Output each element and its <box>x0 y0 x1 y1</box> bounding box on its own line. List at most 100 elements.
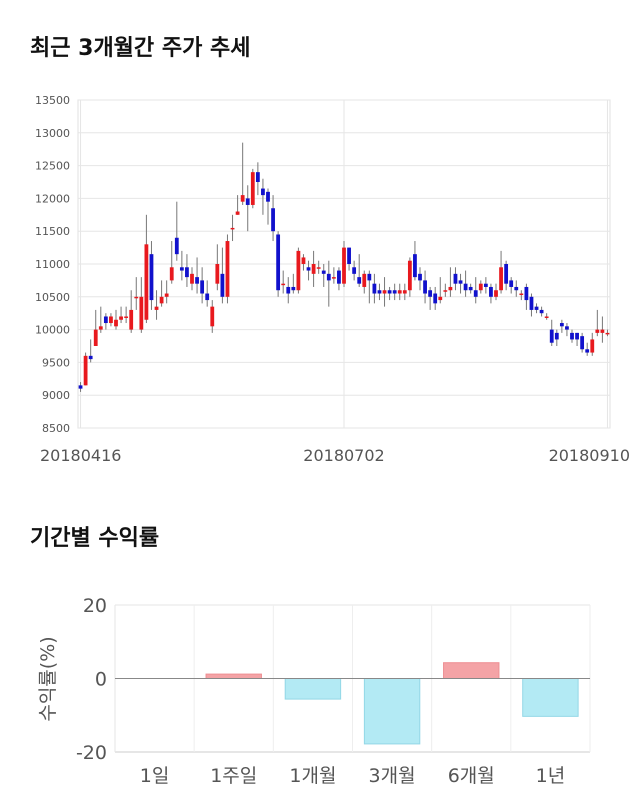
candle-body <box>423 280 427 294</box>
candle-body <box>190 273 194 284</box>
candle-body <box>114 319 118 327</box>
candle-body <box>159 296 164 304</box>
candle-body <box>468 286 473 291</box>
candle-body <box>164 293 169 297</box>
y-tick-label: 12000 <box>35 192 70 205</box>
y-tick-label: 11500 <box>35 225 70 238</box>
candle-body <box>276 234 281 291</box>
candle-body <box>382 290 387 294</box>
y-tick-label: 0 <box>95 669 107 691</box>
candle-body <box>109 316 113 324</box>
candle-body <box>337 270 341 284</box>
y-tick-label: 12500 <box>35 160 70 173</box>
candle-body <box>570 332 574 340</box>
candle-body <box>220 273 225 297</box>
candle-body <box>433 293 438 304</box>
candle-body <box>205 293 210 301</box>
y-tick-label: -20 <box>76 742 107 764</box>
candle-body <box>377 290 382 294</box>
candle-body <box>200 280 205 294</box>
candle-body <box>514 286 519 291</box>
candle-body <box>438 296 443 301</box>
candle-body <box>529 296 534 310</box>
candlestick-chart: 8500 9000 9500 10000 10500 11000 11500 12000 125… <box>35 94 630 465</box>
candle-body <box>524 286 529 301</box>
candle-body <box>98 326 103 330</box>
y-tick-label: 11000 <box>35 258 70 271</box>
candle-body <box>575 332 579 340</box>
candle-body <box>499 267 503 291</box>
candle-body <box>590 339 595 353</box>
candle-body <box>174 237 179 255</box>
candle-body <box>78 385 83 389</box>
candle-body <box>103 316 108 324</box>
candle-body <box>326 273 331 281</box>
candle-body <box>93 329 98 346</box>
candle-body <box>413 254 417 278</box>
candle-body <box>149 254 154 301</box>
candle-body <box>580 336 585 350</box>
y-tick-label: 20 <box>83 595 107 617</box>
candle-body <box>387 290 392 294</box>
candle-body <box>306 267 311 271</box>
candle-body <box>83 355 88 386</box>
candle-body <box>347 247 351 264</box>
candle-body <box>179 267 184 271</box>
candle-body <box>539 309 544 314</box>
candle-body <box>119 316 123 320</box>
y-tick-label: 8500 <box>42 422 70 435</box>
candle-body <box>509 280 514 287</box>
return-bar <box>205 673 262 680</box>
x-tick-label: 3개월 <box>369 765 416 787</box>
candle-body <box>489 286 493 297</box>
candle-body <box>478 283 483 291</box>
y-tick-label: 9000 <box>42 389 70 402</box>
candle-body <box>240 195 245 202</box>
candle-body <box>463 283 468 291</box>
candle-body <box>139 296 144 330</box>
candle-body <box>124 316 129 318</box>
candle-body <box>316 267 321 269</box>
candle-body <box>483 283 488 287</box>
y-axis-label: 수익률(%) <box>37 636 59 721</box>
candle-body <box>261 188 265 196</box>
y-tick-label: 10500 <box>35 291 70 304</box>
candle-body <box>210 306 215 327</box>
candle-body <box>154 306 159 310</box>
candle-body <box>443 290 448 292</box>
y-tick-label: 13000 <box>35 127 70 140</box>
candle-body <box>559 323 564 327</box>
x-tick-label: 20180910 <box>549 446 630 465</box>
x-tick-label: 1개월 <box>289 765 336 787</box>
candle-body <box>565 326 569 330</box>
candle-body <box>407 260 412 291</box>
y-tick-label: 13500 <box>35 94 70 107</box>
candle-body <box>595 329 600 333</box>
candle-body <box>600 329 605 333</box>
candle-body <box>544 316 549 318</box>
candle-body <box>372 283 377 294</box>
candle-body <box>352 267 357 274</box>
y-tick-label: 9500 <box>42 356 70 369</box>
candle-body <box>195 277 199 284</box>
candle-body <box>504 264 509 284</box>
candle-body <box>88 355 93 360</box>
candle-body <box>169 267 174 281</box>
candle-body <box>271 208 275 232</box>
candle-body <box>185 267 189 278</box>
candle-body <box>215 264 220 284</box>
return-bar <box>363 678 421 745</box>
candle-body <box>519 293 524 296</box>
candle-body <box>397 290 402 294</box>
return-bar <box>284 678 342 700</box>
x-tick-label: 6개월 <box>448 765 495 787</box>
candle-body <box>448 286 453 291</box>
x-tick-label: 1년 <box>536 765 566 787</box>
candle-body <box>342 247 346 284</box>
candle-body <box>554 332 559 340</box>
candle-body <box>286 286 291 294</box>
candle-body <box>291 286 296 291</box>
candle-body <box>245 198 250 205</box>
candle-body <box>473 290 478 297</box>
